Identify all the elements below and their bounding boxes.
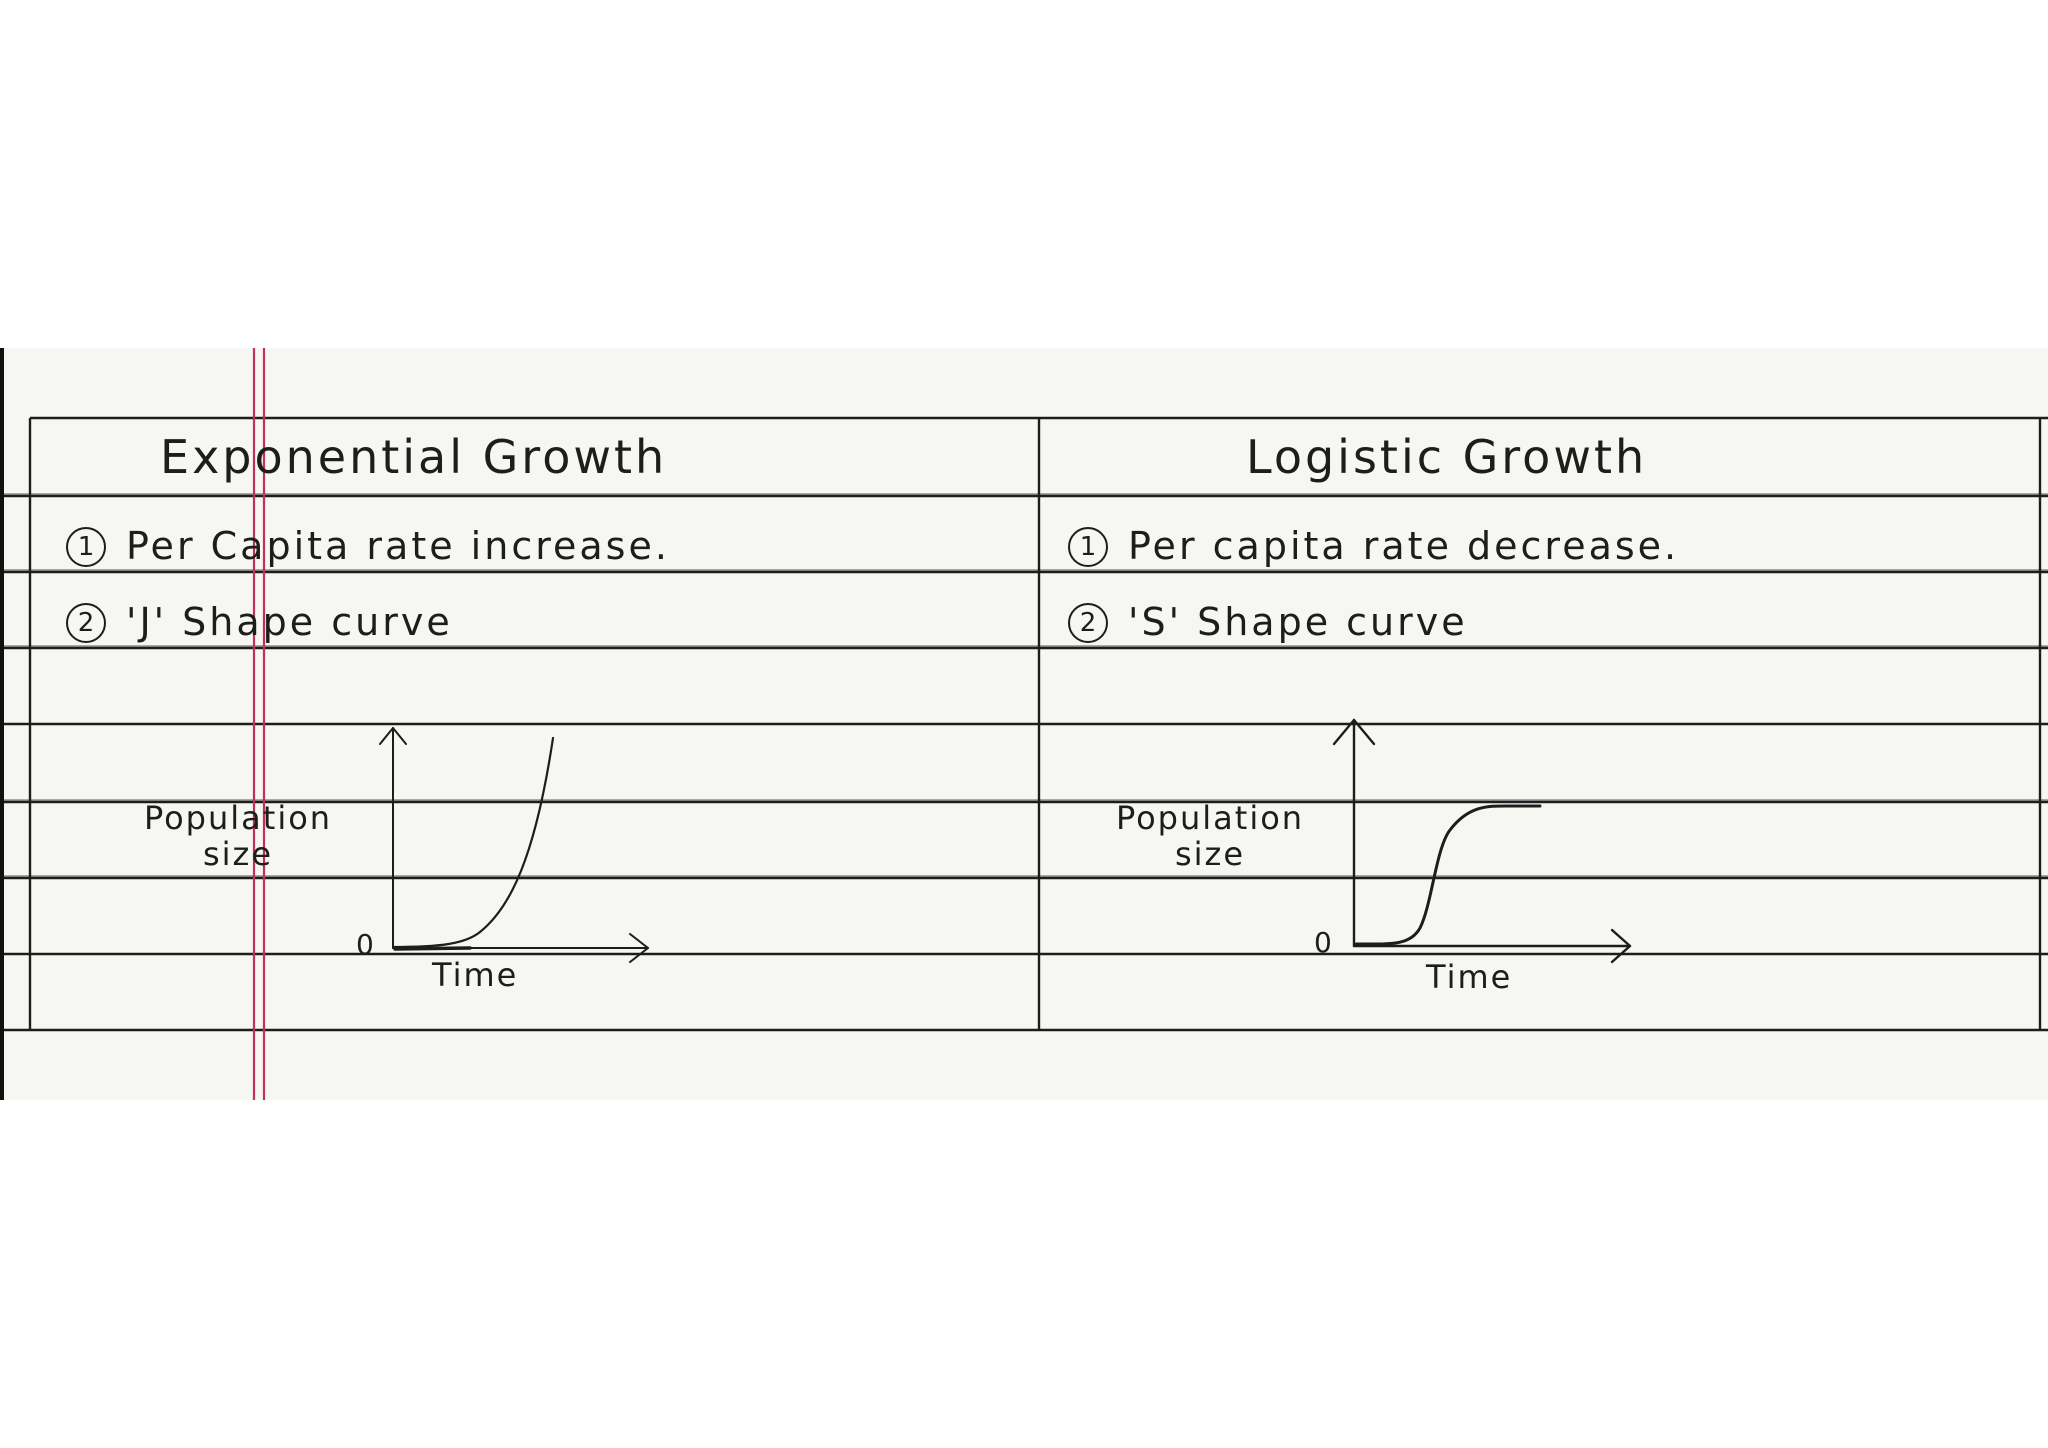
logistic-point-1: 1 Per capita rate decrease.: [1068, 524, 1679, 568]
curve-baseline: [393, 946, 472, 951]
s-curve: [1354, 804, 1542, 946]
point-number: 2: [66, 603, 106, 643]
y-axis-arrowhead: [1332, 718, 1376, 746]
exponential-point-2: 2 'J' Shape curve: [66, 600, 453, 644]
notebook-page: Exponential Growth 1 Per Capita rate incr…: [0, 348, 2048, 1100]
exponential-y-axis-label: Population size: [128, 800, 348, 872]
exponential-title: Exponential Growth: [160, 430, 668, 484]
margin-line: [252, 348, 266, 1100]
y-label-line-1: Population: [143, 799, 333, 837]
point-text: Per Capita rate increase.: [126, 524, 670, 568]
point-number: 1: [1068, 527, 1108, 567]
point-text: Per capita rate decrease.: [1128, 524, 1680, 568]
y-label-line-2: size: [202, 835, 274, 873]
j-curve: [391, 736, 555, 949]
logistic-point-2: 2 'S' Shape curve: [1068, 600, 1468, 644]
y-label-line-1: Population: [1115, 799, 1305, 837]
exponential-graph: [379, 727, 649, 963]
logistic-origin-label: 0: [1314, 926, 1334, 959]
point-text: 'J' Shape curve: [126, 600, 453, 644]
exponential-origin-label: 0: [356, 928, 376, 961]
point-number: 2: [1068, 603, 1108, 643]
logistic-y-axis-label: Population size: [1100, 800, 1320, 872]
logistic-graph: [1332, 718, 1632, 964]
logistic-title: Logistic Growth: [1246, 430, 1648, 484]
point-text: 'S' Shape curve: [1128, 600, 1468, 644]
y-label-line-2: size: [1174, 835, 1246, 873]
table-border: [0, 416, 2048, 1032]
y-axis-arrowhead: [379, 727, 407, 745]
point-number: 1: [66, 527, 106, 567]
x-axis-arrowhead: [1610, 928, 1632, 964]
x-axis-arrowhead: [629, 933, 649, 963]
exponential-point-1: 1 Per Capita rate increase.: [66, 524, 670, 568]
exponential-x-axis-label: Time: [432, 956, 519, 994]
logistic-x-axis-label: Time: [1426, 958, 1513, 996]
page-drawing: [0, 348, 2048, 1100]
